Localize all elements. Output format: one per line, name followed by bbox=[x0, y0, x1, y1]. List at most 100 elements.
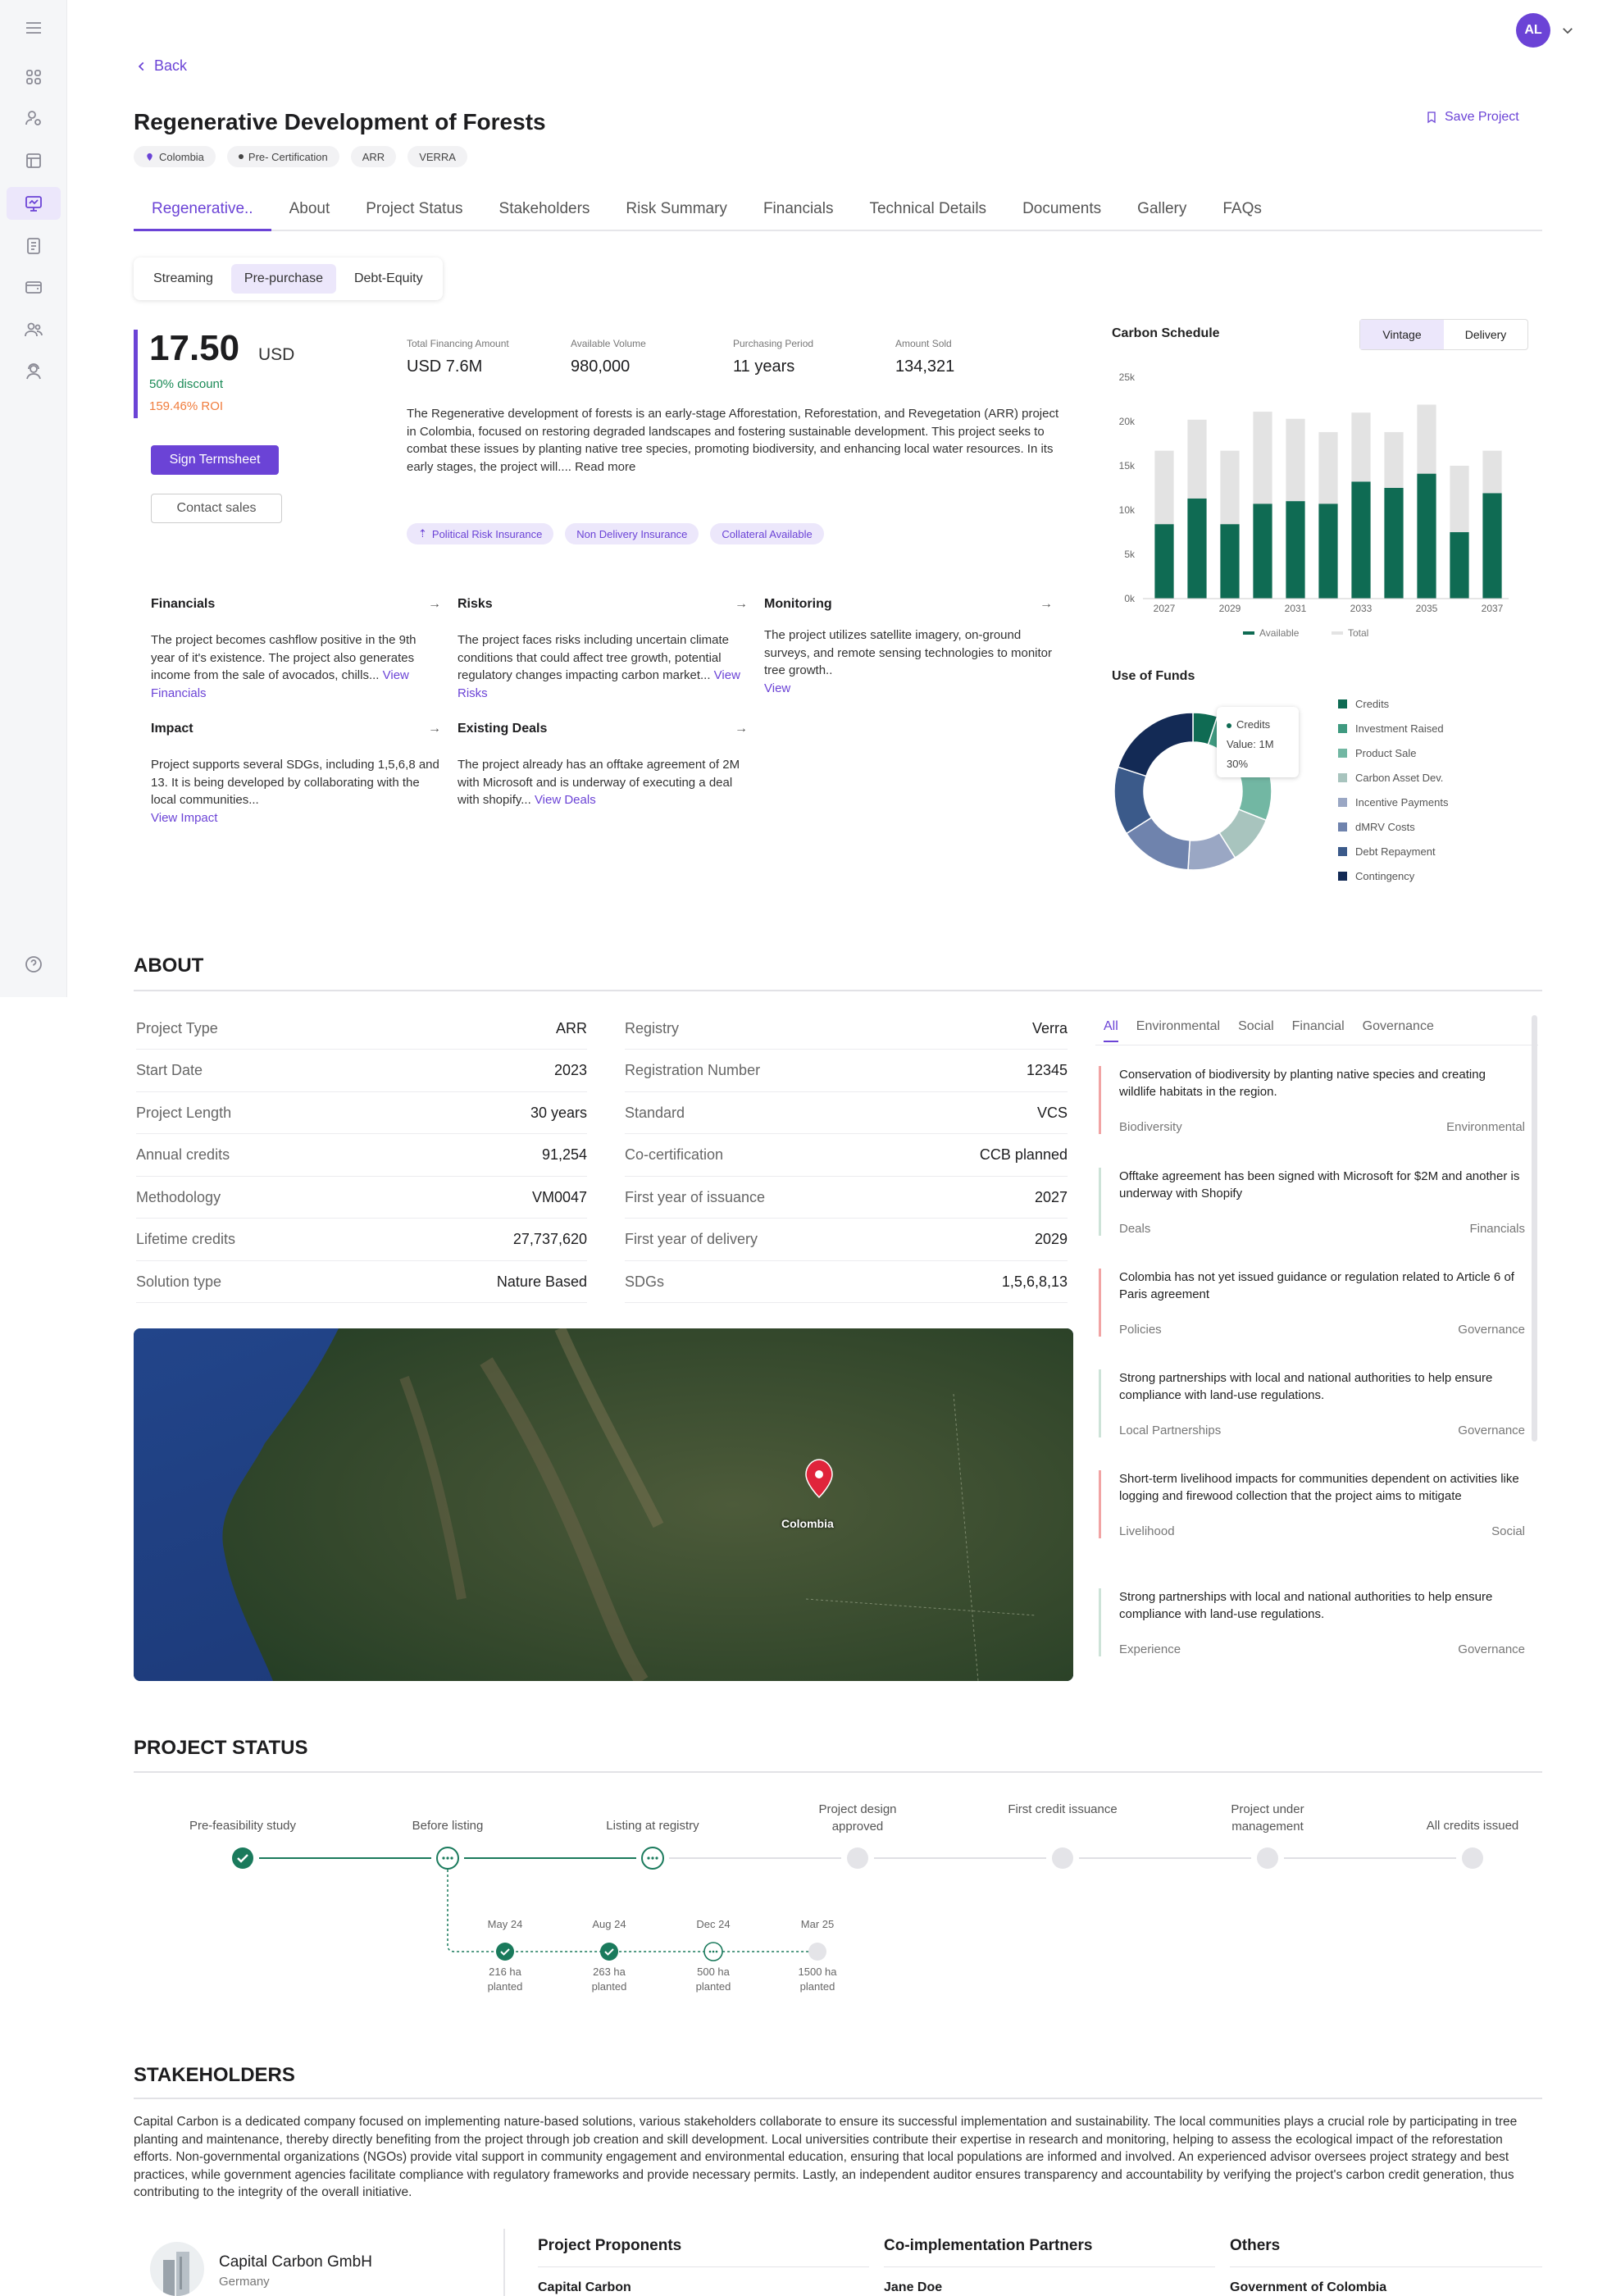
segment-pre-purchase[interactable]: Pre-purchase bbox=[230, 264, 336, 294]
chevron-down-icon[interactable] bbox=[1560, 23, 1575, 38]
stage-label: Before listing bbox=[412, 1819, 484, 1833]
toggle-vintage[interactable]: Vintage bbox=[1360, 320, 1444, 349]
dashboard-icon[interactable] bbox=[20, 64, 47, 90]
save-project-button[interactable]: Save Project bbox=[1425, 110, 1519, 125]
feed-item[interactable]: Conservation of biodiversity by planting… bbox=[1099, 1066, 1525, 1134]
about-value-link[interactable]: 12345 bbox=[1026, 1062, 1068, 1078]
tab-documents[interactable]: Documents bbox=[1022, 200, 1102, 217]
map-location-label: Colombia bbox=[781, 1517, 834, 1530]
sign-termsheet-button[interactable]: Sign Termsheet bbox=[151, 445, 279, 475]
feed-item-category: Governance bbox=[1458, 1323, 1525, 1337]
users-settings-icon[interactable] bbox=[20, 105, 47, 131]
legend-label: Carbon Asset Dev. bbox=[1355, 771, 1444, 784]
segment-debt-equity[interactable]: Debt-Equity bbox=[353, 271, 423, 285]
legend-swatch bbox=[1338, 748, 1347, 758]
legend-label: Credits bbox=[1355, 697, 1390, 710]
col-project-proponents: Project Proponents Capital Carbon bbox=[538, 2237, 869, 2295]
bar-available-2037 bbox=[1482, 493, 1502, 599]
project-map[interactable]: Colombia bbox=[134, 1328, 1073, 1681]
arrow-right-icon[interactable]: → bbox=[735, 597, 748, 611]
tab-about[interactable]: About bbox=[289, 200, 330, 217]
pill-non-delivery: Non Delivery Insurance bbox=[565, 523, 699, 544]
document-icon[interactable] bbox=[20, 233, 47, 259]
about-value: 2023 bbox=[553, 1062, 587, 1078]
tab-risk-summary[interactable]: Risk Summary bbox=[626, 200, 727, 217]
about-divider bbox=[134, 990, 1542, 991]
feed-item[interactable]: Colombia has not yet issued guidance or … bbox=[1099, 1269, 1525, 1337]
price-accent-bar bbox=[134, 330, 138, 418]
arrow-right-icon[interactable]: → bbox=[735, 722, 748, 736]
view-monitoring-link[interactable]: View bbox=[764, 681, 791, 695]
view-risks-link[interactable]: View Risks bbox=[458, 668, 740, 700]
chip-certification: Pre- Certification bbox=[226, 146, 339, 167]
milestone-note: 216 ha planted bbox=[487, 1966, 523, 1993]
monitoring-card: Monitoring → The project utilizes satelli… bbox=[764, 597, 1053, 695]
about-row-right: Standard VCS bbox=[625, 1092, 1068, 1134]
discount-label: 50% discount bbox=[149, 377, 224, 391]
project-description: The Regenerative development of forests … bbox=[407, 407, 1059, 474]
tab-gallery[interactable]: Gallery bbox=[1137, 200, 1187, 217]
feed-item[interactable]: Strong partnerships with local and natio… bbox=[1099, 1369, 1525, 1437]
about-key: SDGs bbox=[625, 1273, 665, 1290]
about-key: Project Type bbox=[136, 1019, 218, 1036]
feed-tab-governance[interactable]: Governance bbox=[1362, 1019, 1434, 1033]
dots-icon bbox=[442, 1856, 445, 1860]
about-value-link[interactable]: VM0047 bbox=[531, 1188, 587, 1205]
feed-item-text: Offtake agreement has been signed with M… bbox=[1119, 1169, 1520, 1200]
projects-icon[interactable] bbox=[7, 187, 61, 220]
feed-tab-financial[interactable]: Financial bbox=[1291, 1019, 1345, 1033]
support-icon[interactable] bbox=[20, 359, 47, 385]
legend-swatch bbox=[1338, 699, 1347, 708]
building-icon bbox=[163, 2252, 189, 2296]
feed-item[interactable]: Short-term livelihood impacts for commun… bbox=[1099, 1470, 1525, 1538]
user-avatar[interactable]: AL bbox=[1516, 13, 1550, 48]
view-financials-link[interactable]: View Financials bbox=[151, 668, 409, 700]
arrow-right-icon[interactable]: → bbox=[428, 722, 441, 736]
status-timeline bbox=[232, 1847, 1483, 1961]
chip-registry: VERRA bbox=[407, 146, 467, 167]
feed-tab-environmental[interactable]: Environmental bbox=[1136, 1019, 1221, 1033]
toggle-delivery[interactable]: Delivery bbox=[1464, 328, 1507, 341]
satellite-map-image bbox=[134, 1328, 1073, 1681]
legend-swatch bbox=[1338, 772, 1347, 782]
legend-item: Incentive Payments bbox=[1338, 790, 1448, 814]
feed-scrollbar[interactable] bbox=[1532, 1015, 1537, 1442]
feed-item[interactable]: Offtake agreement has been signed with M… bbox=[1099, 1168, 1525, 1236]
tab-stakeholders[interactable]: Stakeholders bbox=[498, 200, 590, 217]
feed-item-text: Strong partnerships with local and natio… bbox=[1119, 1590, 1493, 1621]
stage-node-pending bbox=[1257, 1847, 1278, 1869]
feed-tab-social[interactable]: Social bbox=[1238, 1019, 1274, 1033]
bar-available-2035 bbox=[1417, 473, 1436, 599]
read-more-link[interactable]: Read more bbox=[575, 459, 636, 474]
wallet-icon[interactable] bbox=[20, 274, 47, 300]
bar-available-2031 bbox=[1286, 501, 1305, 599]
bar-available-2029 bbox=[1220, 524, 1240, 599]
feed-item[interactable]: Strong partnerships with local and natio… bbox=[1099, 1588, 1525, 1656]
back-link[interactable]: Back bbox=[136, 57, 187, 75]
arrow-right-icon[interactable]: → bbox=[428, 597, 441, 611]
dots-icon bbox=[655, 1856, 658, 1860]
x-tick-label: 2031 bbox=[1285, 603, 1307, 614]
contact-sales-button[interactable]: Contact sales bbox=[151, 494, 282, 523]
calendar-icon[interactable] bbox=[20, 148, 47, 174]
feed-filter-tabs: All Environmental Social Financial Gover… bbox=[1104, 1019, 1434, 1042]
legend-item: Investment Raised bbox=[1338, 716, 1448, 740]
tab-financials[interactable]: Financials bbox=[763, 200, 834, 217]
tab-project-status[interactable]: Project Status bbox=[366, 200, 463, 217]
tab-faqs[interactable]: FAQs bbox=[1222, 200, 1262, 217]
about-row-left: Start Date 2023 bbox=[136, 1050, 587, 1092]
feed-tab-all[interactable]: All bbox=[1104, 1019, 1118, 1042]
segment-streaming[interactable]: Streaming bbox=[153, 271, 213, 285]
menu-icon[interactable] bbox=[20, 15, 47, 41]
insurance-pills: ⇡ Political Risk Insurance Non Delivery I… bbox=[407, 523, 824, 544]
view-impact-link[interactable]: View Impact bbox=[151, 810, 218, 825]
team-icon[interactable] bbox=[20, 317, 47, 343]
view-deals-link[interactable]: View Deals bbox=[534, 793, 596, 807]
help-icon[interactable] bbox=[20, 951, 47, 977]
tab-overview[interactable]: Regenerative.. bbox=[134, 189, 271, 231]
tab-technical-details[interactable]: Technical Details bbox=[869, 200, 987, 217]
milestone-date: May 24 bbox=[487, 1918, 523, 1930]
arrow-right-icon[interactable]: → bbox=[1040, 597, 1053, 611]
donut-slice-7 bbox=[1117, 712, 1194, 777]
project-chips: Colombia Pre- Certification ARR VERRA bbox=[134, 146, 467, 167]
